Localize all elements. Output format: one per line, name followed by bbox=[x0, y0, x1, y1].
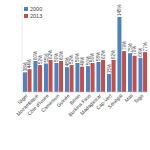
bar bbox=[86, 66, 90, 92]
bar bbox=[38, 65, 42, 92]
bar bbox=[44, 64, 48, 92]
legend: 20002013 bbox=[24, 6, 42, 19]
bar bbox=[117, 17, 121, 92]
bar bbox=[101, 60, 105, 92]
category-label: Sénégal bbox=[106, 92, 123, 109]
legend-swatch bbox=[24, 7, 28, 11]
bar bbox=[107, 74, 111, 92]
legend-label: 2013 bbox=[30, 13, 42, 19]
bar bbox=[70, 65, 74, 92]
bar bbox=[138, 58, 142, 92]
data-label: 44% bbox=[27, 59, 32, 68]
data-label: 60% bbox=[59, 51, 64, 60]
bar bbox=[96, 62, 100, 92]
bar bbox=[65, 67, 69, 92]
data-label: 79% bbox=[122, 41, 127, 50]
bar bbox=[143, 52, 147, 92]
bar bbox=[75, 63, 79, 92]
data-label: 62% bbox=[48, 50, 53, 59]
bar bbox=[28, 69, 32, 92]
bar bbox=[122, 51, 126, 92]
category-label: Togo bbox=[133, 92, 145, 104]
data-label: 52% bbox=[69, 55, 74, 64]
bar bbox=[112, 60, 116, 92]
bar bbox=[128, 53, 132, 92]
data-label: 145% bbox=[117, 4, 122, 16]
data-label: 70% bbox=[132, 46, 137, 55]
legend-swatch bbox=[24, 14, 28, 18]
data-label: 56% bbox=[90, 53, 95, 62]
y-axis bbox=[22, 4, 23, 92]
bar bbox=[23, 72, 27, 92]
data-label: 62% bbox=[111, 50, 116, 59]
bar bbox=[49, 60, 53, 92]
category-label: Mali bbox=[123, 92, 134, 103]
data-label: 62% bbox=[101, 50, 106, 59]
bar bbox=[54, 63, 58, 92]
bar bbox=[80, 67, 84, 92]
data-label: 49% bbox=[80, 57, 85, 66]
bar bbox=[33, 61, 37, 92]
bar bbox=[133, 56, 137, 92]
data-label: 77% bbox=[143, 42, 148, 51]
bar bbox=[91, 63, 95, 92]
data-label: 52% bbox=[38, 55, 43, 64]
data-labels: 38%60%55%56%48%56%50%58%35%145%75%66%44%… bbox=[23, 4, 148, 72]
legend-label: 2000 bbox=[30, 6, 42, 12]
data-label: 35% bbox=[107, 64, 112, 73]
bars bbox=[23, 17, 147, 92]
bar bbox=[59, 61, 63, 92]
chart: 38%60%55%56%48%56%50%58%35%145%75%66%44%… bbox=[0, 0, 150, 150]
